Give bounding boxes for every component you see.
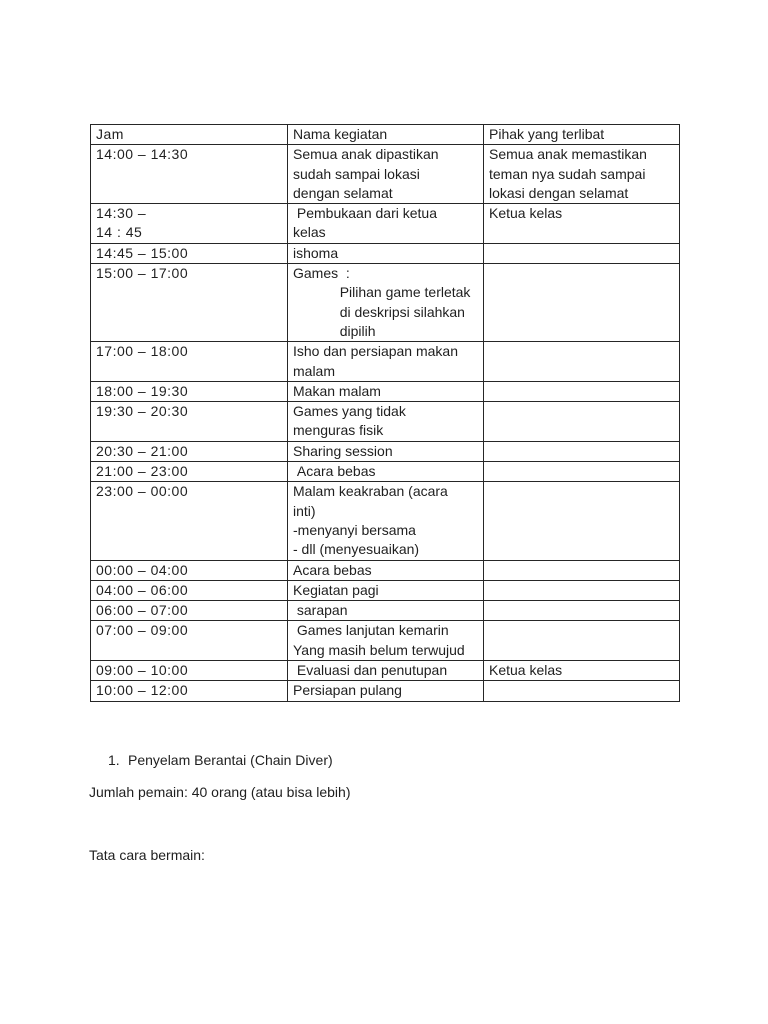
cell-jam: 19:30 – 20:30: [90, 401, 288, 442]
cell-kegiatan: Games lanjutan kemarin Yang masih belum …: [287, 620, 484, 662]
cell-kegiatan: ishoma: [287, 242, 484, 265]
cell-pihak: [483, 559, 680, 581]
column-header-jam: Jam: [90, 123, 288, 146]
table-row: 21:00 – 23:00 Acara bebas: [90, 461, 680, 483]
table-row: 14:30 – 14 : 45 Pembukaan dari ketua kel…: [90, 203, 680, 244]
cell-kegiatan: Games : Pilihan game terletak di deskrip…: [287, 263, 484, 343]
column-header-nama-kegiatan: Nama kegiatan: [287, 123, 484, 146]
cell-pihak: [483, 263, 680, 343]
cell-jam: 20:30 – 21:00: [90, 440, 288, 463]
table-row: 15:00 – 17:00 Games : Pilihan game terlet…: [90, 263, 680, 343]
cell-kegiatan: Evaluasi dan penutupan: [287, 660, 484, 682]
table-row: 18:00 – 19:30 Makan malam: [90, 380, 680, 403]
table-row: 10:00 – 12:00 Persiapan pulang: [90, 680, 680, 702]
cell-pihak: [483, 579, 680, 602]
schedule-table-body: 14:00 – 14:30 Semua anak dipastikan sudah…: [90, 144, 680, 702]
numbered-list-item: 1. Penyelam Berantai (Chain Diver): [108, 751, 333, 770]
cell-pihak: [483, 600, 680, 622]
cell-jam: 04:00 – 06:00: [90, 579, 288, 602]
cell-pihak: [483, 242, 680, 265]
cell-jam: 15:00 – 17:00: [90, 263, 288, 343]
cell-jam: 14:45 – 15:00: [90, 242, 288, 265]
cell-kegiatan: Acara bebas: [287, 461, 484, 483]
table-row: 14:00 – 14:30 Semua anak dipastikan sudah…: [90, 144, 680, 205]
schedule-table: Jam Nama kegiatan Pihak yang terlibat 14…: [90, 123, 680, 702]
cell-jam: 14:00 – 14:30: [90, 144, 288, 205]
cell-kegiatan: Isho dan persiapan makan malam: [287, 341, 484, 382]
cell-pihak: [483, 481, 680, 561]
table-row: 09:00 – 10:00 Evaluasi dan penutupan Ketu…: [90, 660, 680, 682]
table-row: 23:00 – 00:00 Malam keakraban (acara inti…: [90, 481, 680, 561]
cell-jam: 00:00 – 04:00: [90, 559, 288, 581]
cell-pihak: [483, 380, 680, 403]
cell-kegiatan: Persiapan pulang: [287, 680, 484, 702]
cell-jam: 17:00 – 18:00: [90, 341, 288, 382]
player-count-text: Jumlah pemain: 40 orang (atau bisa lebih…: [89, 784, 351, 800]
instructions-heading: Tata cara bermain:: [89, 847, 205, 863]
cell-kegiatan: Sharing session: [287, 440, 484, 463]
cell-kegiatan: Pembukaan dari ketua kelas: [287, 203, 484, 244]
cell-pihak: [483, 680, 680, 702]
table-row: 07:00 – 09:00 Games lanjutan kemarin Yan…: [90, 620, 680, 662]
cell-jam: 07:00 – 09:00: [90, 620, 288, 662]
table-row: 19:30 – 20:30 Games yang tidak menguras f…: [90, 401, 680, 442]
cell-pihak: Ketua kelas: [483, 660, 680, 682]
cell-kegiatan: Kegiatan pagi: [287, 579, 484, 602]
cell-pihak: Ketua kelas: [483, 203, 680, 244]
game-title: Penyelam Berantai (Chain Diver): [128, 752, 333, 768]
list-item-number: 1.: [108, 752, 120, 768]
cell-jam: 09:00 – 10:00: [90, 660, 288, 682]
cell-pihak: [483, 341, 680, 382]
cell-jam: 06:00 – 07:00: [90, 600, 288, 622]
cell-jam: 21:00 – 23:00: [90, 461, 288, 483]
cell-jam: 14:30 – 14 : 45: [90, 203, 288, 244]
cell-jam: 18:00 – 19:30: [90, 380, 288, 403]
cell-pihak: [483, 620, 680, 662]
cell-pihak: [483, 461, 680, 483]
cell-kegiatan: sarapan: [287, 600, 484, 622]
column-header-pihak-yang-terlibat: Pihak yang terlibat: [483, 123, 680, 146]
cell-pihak: Semua anak memastikan teman nya sudah sa…: [483, 144, 680, 205]
cell-kegiatan: Acara bebas: [287, 559, 484, 581]
cell-pihak: [483, 440, 680, 463]
table-row: 00:00 – 04:00 Acara bebas: [90, 559, 680, 581]
cell-jam: 10:00 – 12:00: [90, 680, 288, 702]
cell-pihak: [483, 401, 680, 442]
cell-jam: 23:00 – 00:00: [90, 481, 288, 561]
table-header-row: Jam Nama kegiatan Pihak yang terlibat: [90, 123, 680, 146]
table-row: 06:00 – 07:00 sarapan: [90, 600, 680, 622]
cell-kegiatan: Games yang tidak menguras fisik: [287, 401, 484, 442]
cell-kegiatan: Malam keakraban (acara inti) -menyanyi b…: [287, 481, 484, 561]
table-row: 04:00 – 06:00 Kegiatan pagi: [90, 579, 680, 602]
table-row: 14:45 – 15:00 ishoma: [90, 242, 680, 265]
cell-kegiatan: Semua anak dipastikan sudah sampai lokas…: [287, 144, 484, 205]
table-row: 17:00 – 18:00 Isho dan persiapan makan ma…: [90, 341, 680, 382]
table-row: 20:30 – 21:00 Sharing session: [90, 440, 680, 463]
cell-kegiatan: Makan malam: [287, 380, 484, 403]
